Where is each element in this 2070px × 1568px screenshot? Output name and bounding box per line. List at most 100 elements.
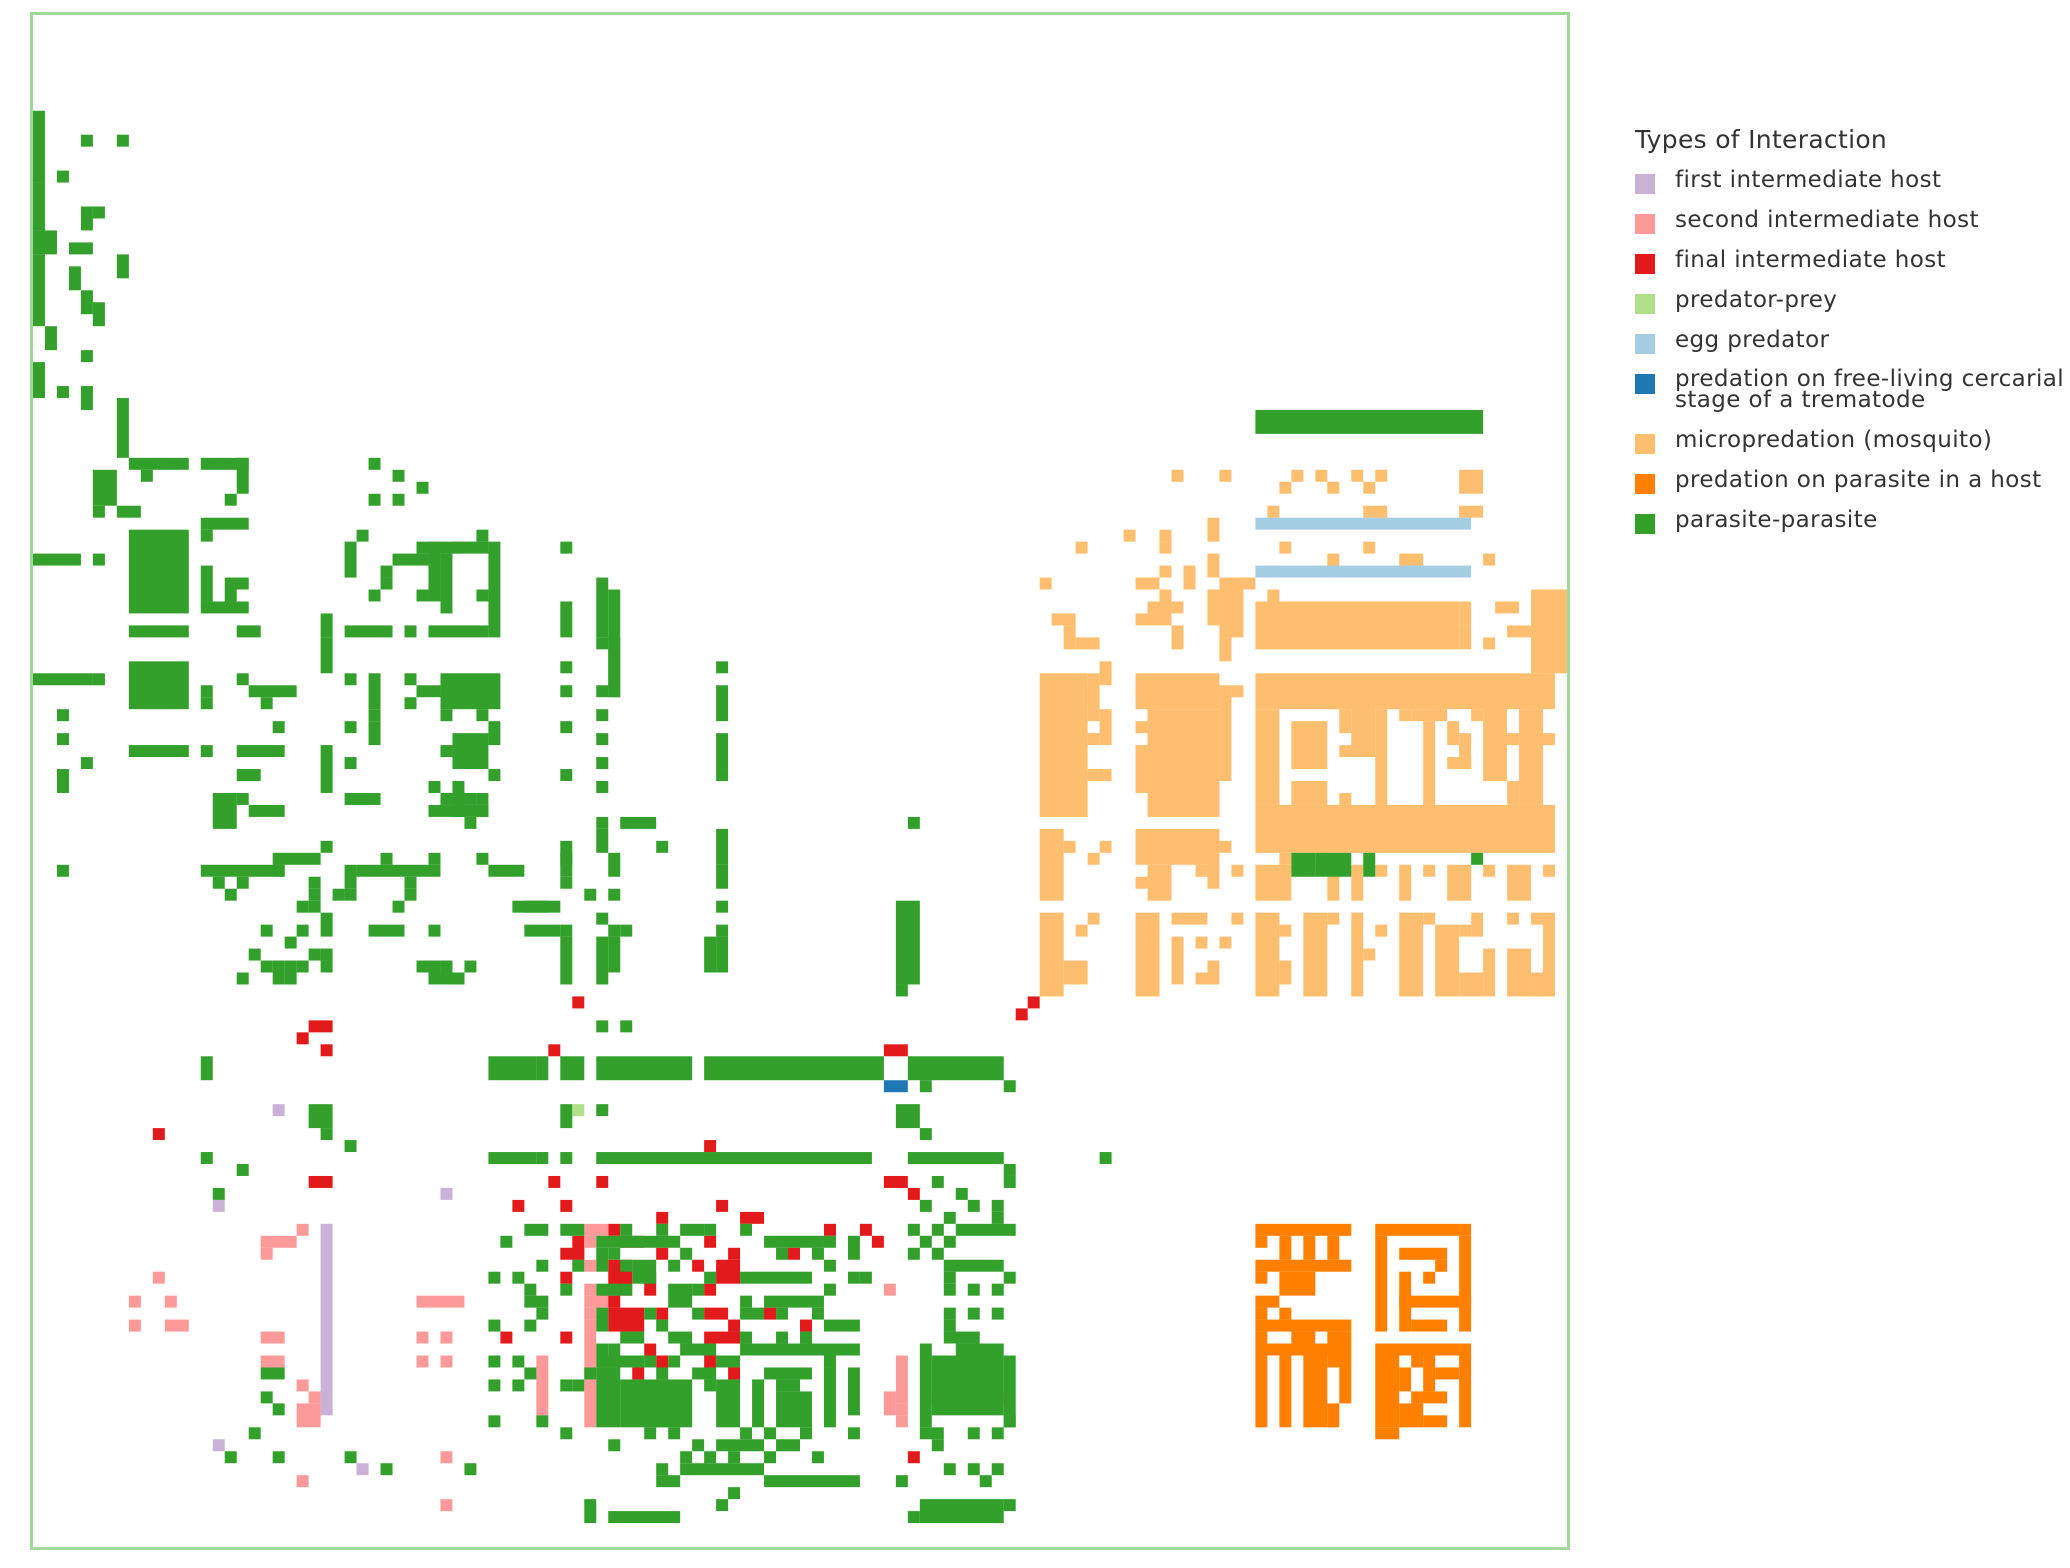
matrix-cell: [200, 685, 213, 698]
matrix-cell: [92, 673, 105, 686]
matrix-cell: [680, 1247, 693, 1260]
matrix-cell: [692, 1307, 705, 1320]
matrix-cell: [440, 1499, 453, 1512]
matrix-cell: [608, 936, 621, 973]
matrix-cell: [296, 1379, 309, 1392]
matrix-cell: [943, 1211, 956, 1224]
matrix-cell: [320, 745, 333, 793]
matrix-cell: [1219, 840, 1232, 853]
matrix-cell: [823, 1235, 836, 1248]
matrix-cell: [704, 1379, 717, 1392]
matrix-cell: [1183, 565, 1196, 590]
matrix-cell: [1363, 541, 1376, 554]
matrix-cell: [943, 1235, 956, 1248]
matrix-cell: [344, 792, 381, 805]
matrix-cell: [560, 1247, 585, 1260]
matrix-cell: [440, 1451, 453, 1464]
matrix-cell: [1327, 481, 1340, 494]
matrix-cell: [1195, 864, 1208, 877]
matrix-cell: [320, 613, 333, 638]
matrix-cell: [248, 1427, 261, 1440]
matrix-cell: [1279, 852, 1292, 865]
matrix-cell: [260, 960, 273, 973]
matrix-cell: [991, 1211, 1004, 1224]
matrix-cell: [764, 1475, 860, 1488]
matrix-cell: [488, 541, 501, 638]
matrix-cell: [1159, 565, 1172, 578]
matrix-cell: [284, 960, 297, 973]
matrix-cell: [967, 1283, 980, 1296]
matrix-cell: [1147, 601, 1184, 614]
legend-label: predation on free-living cercarial stage…: [1675, 366, 2065, 413]
matrix-cell: [656, 1307, 669, 1320]
matrix-cell: [1411, 1391, 1448, 1404]
matrix-cell: [656, 1355, 669, 1368]
matrix-cell: [704, 936, 717, 973]
matrix-cell: [236, 972, 249, 985]
matrix-cell: [1471, 709, 1484, 722]
matrix-cell: [1255, 864, 1292, 901]
matrix-cell: [584, 1295, 609, 1308]
matrix-cell: [919, 1080, 932, 1093]
matrix-cell: [907, 1247, 920, 1260]
matrix-cell: [488, 1319, 501, 1332]
matrix-cell: [943, 1463, 956, 1476]
matrix-cell: [1279, 1271, 1316, 1296]
matrix-cell: [764, 1307, 777, 1320]
matrix-cell: [476, 529, 489, 542]
matrix-cell: [1507, 948, 1532, 997]
matrix-cell: [1303, 1355, 1328, 1428]
matrix-cell: [943, 1319, 956, 1332]
matrix-cell: [1003, 1175, 1016, 1188]
matrix-cell: [344, 625, 393, 638]
matrix-cell: [704, 1140, 717, 1153]
matrix-cell: [596, 1355, 645, 1368]
matrix-cell: [656, 1319, 669, 1332]
matrix-cell: [596, 828, 609, 853]
matrix-cell: [260, 1367, 285, 1380]
matrix-cell: [1327, 1403, 1340, 1428]
matrix-cell: [907, 816, 920, 829]
legend-label: predation on parasite in a host: [1675, 467, 2042, 493]
matrix-cell: [692, 1283, 705, 1296]
matrix-cell: [1507, 781, 1520, 805]
matrix-cell: [224, 589, 237, 602]
matrix-cell: [428, 541, 441, 602]
matrix-cell: [416, 685, 441, 698]
matrix-cell: [560, 924, 573, 937]
matrix-cell: [320, 1128, 333, 1141]
cells-micropredation: [1039, 469, 1567, 997]
matrix-cell: [380, 577, 393, 590]
legend-swatch: [1635, 334, 1655, 354]
matrix-cell: [260, 1247, 273, 1260]
matrix-cell: [1003, 1499, 1016, 1512]
matrix-cell: [1339, 709, 1352, 734]
matrix-cell: [596, 781, 609, 793]
matrix-cell: [1327, 864, 1340, 901]
matrix-cell: [1279, 1307, 1292, 1320]
matrix-cell: [704, 1235, 717, 1248]
matrix-cell: [128, 1319, 141, 1332]
matrix-cell: [596, 1247, 609, 1272]
matrix-cell: [92, 302, 105, 327]
matrix-cell: [1219, 577, 1244, 638]
matrix-cell: [560, 769, 573, 781]
matrix-cell: [1171, 469, 1184, 482]
matrix-cell: [656, 1475, 681, 1488]
matrix-cell: [452, 781, 465, 805]
matrix-cell: [560, 1056, 585, 1081]
matrix-cell: [1255, 804, 1556, 853]
matrix-cell: [428, 804, 465, 817]
matrix-cell: [1303, 1235, 1316, 1260]
matrix-cell: [1231, 685, 1244, 698]
matrix-cell: [392, 900, 405, 913]
matrix-cell: [488, 721, 501, 746]
matrix-cell: [140, 469, 153, 482]
matrix-cell: [560, 1427, 573, 1440]
matrix-cell: [488, 1379, 501, 1392]
matrix-cell: [1171, 912, 1208, 925]
matrix-cell: [272, 721, 285, 734]
matrix-cell: [560, 721, 573, 734]
matrix-cell: [404, 673, 417, 686]
matrix-cell: [524, 1319, 537, 1332]
